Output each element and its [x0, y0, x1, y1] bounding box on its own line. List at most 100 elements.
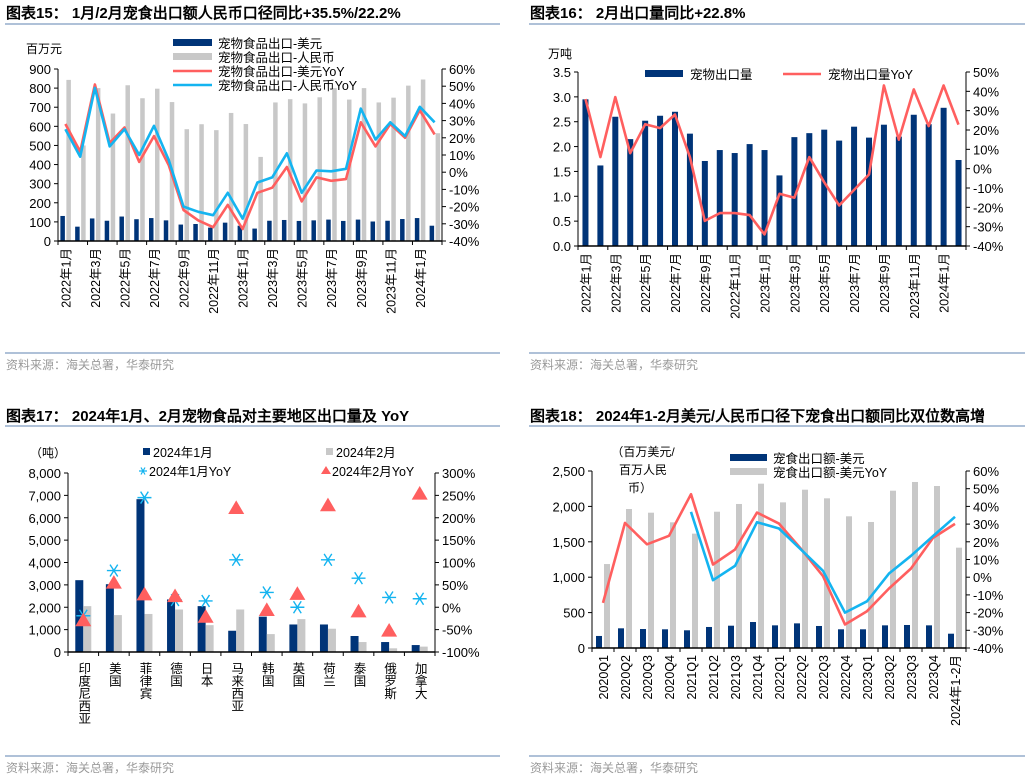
- x-tick-label: 俄罗斯: [382, 662, 396, 700]
- yoy-triangle-marker-11: [412, 486, 428, 500]
- right-tick-label: -30%: [449, 217, 480, 232]
- x-tick-label: 2022年7月: [669, 253, 683, 313]
- bar-1-2: [144, 614, 152, 652]
- right-tick-label: 150%: [442, 533, 476, 548]
- chart-title: 图表16： 2月出口量同比+22.8%: [530, 4, 746, 22]
- left-tick-label: 0: [44, 234, 51, 249]
- legend-swatch-star: [139, 468, 147, 475]
- left-tick-label: 3.5: [553, 65, 571, 80]
- panel-chart-18: 图表18： 2024年1-2月美元/人民币口径下宠食出口额同比双位数高增 （百万…: [529, 407, 1025, 775]
- left-tick-label: 2,000: [28, 600, 61, 615]
- x-tick-label: 2021Q2: [707, 655, 721, 700]
- left-tick-label: 800: [29, 81, 51, 96]
- right-tick-label: -40%: [449, 234, 480, 249]
- bar-1-22: [391, 98, 396, 241]
- yoy-star-marker-6: [260, 587, 274, 599]
- left-tick-label: 1.0: [553, 189, 571, 204]
- bar-0-10: [208, 228, 213, 241]
- x-tick-label: 荷兰: [321, 662, 335, 687]
- bar-0-8: [320, 624, 328, 652]
- bar-0-9: [351, 636, 359, 652]
- bar-0-3: [105, 221, 110, 241]
- right-tick-label: 250%: [442, 488, 476, 503]
- right-tick-label: 20%: [973, 123, 999, 138]
- panel-chart-15: 图表15： 1月/2月宠食出口额人民币口径同比+35.5%/22.2% 百万元 …: [5, 4, 500, 372]
- bar-1-8: [185, 129, 190, 241]
- bar-0-10: [732, 153, 738, 246]
- legend-swatch-bar: [173, 53, 212, 60]
- left-tick-label: 500: [29, 138, 51, 153]
- bar-0-4: [642, 121, 648, 246]
- x-tick-label: 2022年1月: [579, 253, 593, 313]
- yoy-triangle-marker-6: [259, 602, 275, 616]
- x-tick-label: 2023Q2: [883, 655, 897, 700]
- x-tick-label: 2023年3月: [266, 248, 280, 308]
- x-tick-label: 日本: [199, 662, 213, 688]
- legend-swatch-bar: [730, 468, 767, 475]
- x-tick-label: 2024年1-2月: [949, 655, 963, 726]
- x-tick-label: 2023年11月: [908, 253, 922, 319]
- x-tick-label: 2023年9月: [355, 248, 369, 308]
- x-tick-label: 2020Q4: [663, 655, 677, 700]
- bar-0-5: [134, 219, 139, 241]
- bar-1-3: [670, 522, 676, 648]
- x-tick-label: 2022Q4: [839, 655, 853, 700]
- chart-16-plot: 0.00.51.01.52.02.53.03.5-40%-30%-20%-10%…: [553, 65, 1004, 319]
- x-tick-label: 2024年1月: [938, 253, 952, 313]
- unit-label-line-3: 币）: [628, 481, 652, 495]
- legend-swatch-triangle: [321, 466, 331, 474]
- left-tick-label: 3.0: [553, 90, 571, 105]
- x-tick-label: 2022年7月: [148, 248, 162, 308]
- source-note: 资料来源：海关总署，华泰研究: [6, 760, 174, 775]
- x-tick-label: 2022年9月: [699, 253, 713, 313]
- left-tick-label: 600: [29, 119, 51, 134]
- bar-0-9: [794, 623, 800, 648]
- x-tick-label: 2022年3月: [609, 253, 623, 313]
- left-tick-label: 6,000: [28, 511, 61, 526]
- bar-0-13: [882, 625, 888, 648]
- bar-0-13: [252, 229, 257, 241]
- bar-0-8: [772, 625, 778, 648]
- bar-0-5: [228, 631, 236, 652]
- bar-1-4: [125, 85, 130, 241]
- chart-15-plot: 0100200300400500600700800900-40%-30%-20%…: [29, 36, 479, 314]
- legend-label: 2024年1月: [153, 446, 213, 460]
- bar-0-4: [119, 217, 124, 241]
- bar-0-11: [747, 144, 753, 246]
- bar-0-3: [627, 139, 633, 246]
- bar-1-24: [421, 80, 426, 241]
- right-tick-label: 200%: [442, 511, 476, 526]
- yoy-triangle-marker-10: [381, 623, 397, 637]
- bar-0-19: [341, 221, 346, 241]
- bar-0-8: [179, 225, 184, 241]
- bar-0-7: [750, 622, 756, 648]
- bar-1-5: [140, 98, 145, 241]
- legend-label: 宠物食品出口-人民币YoY: [218, 78, 358, 93]
- right-tick-label: -20%: [973, 606, 1004, 621]
- bar-1-9: [359, 642, 367, 652]
- bar-0-0: [60, 216, 64, 241]
- bar-0-11: [838, 629, 844, 648]
- left-tick-label: 2,000: [552, 499, 585, 514]
- right-tick-label: 100%: [442, 556, 476, 571]
- x-tick-label: 2023年1月: [237, 248, 251, 308]
- bar-1-13: [258, 157, 263, 241]
- bar-0-18: [326, 220, 331, 241]
- x-tick-label: 2020Q3: [641, 655, 655, 700]
- left-tick-label: 900: [29, 62, 51, 77]
- bar-0-3: [662, 629, 668, 648]
- right-tick-label: 50%: [973, 482, 999, 497]
- right-tick-label: 40%: [973, 84, 999, 99]
- x-tick-label: 2022年9月: [178, 248, 192, 308]
- bar-0-16: [948, 634, 954, 648]
- bar-0-6: [728, 626, 734, 648]
- x-tick-label: 2023Q4: [927, 655, 941, 700]
- x-tick-label: 2021Q4: [751, 655, 765, 700]
- yoy-triangle-marker-7: [289, 586, 305, 600]
- bar-0-2: [640, 629, 646, 648]
- x-tick-label: 2022Q2: [795, 655, 809, 700]
- left-tick-label: 1,000: [552, 570, 585, 585]
- chart-18-plot: 05001,0001,5002,0002,500-40%-30%-20%-10%…: [552, 451, 1003, 726]
- bar-1-3: [111, 114, 116, 241]
- x-tick-label: 2022年11月: [729, 253, 743, 319]
